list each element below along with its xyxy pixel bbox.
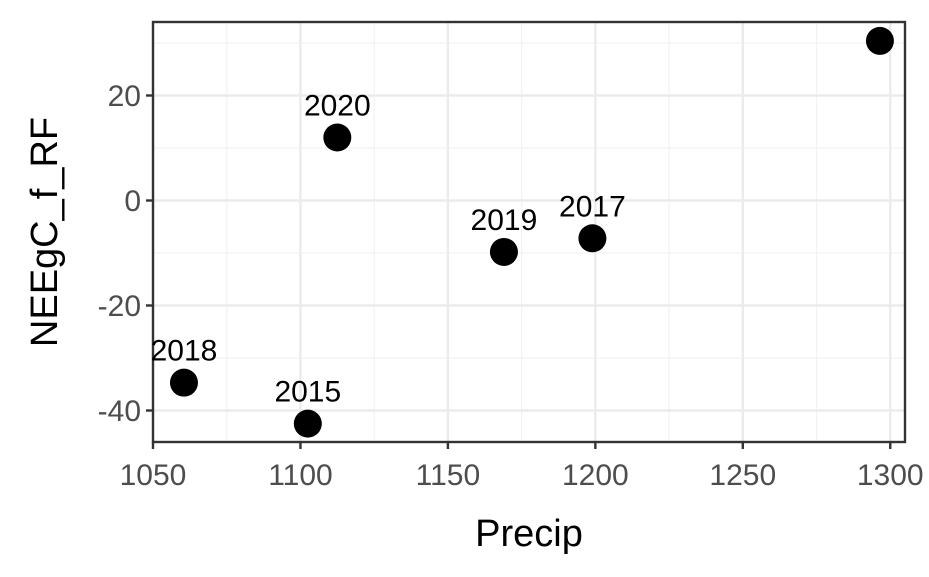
y-tick-label: 20 (108, 80, 141, 113)
data-point (169, 368, 198, 397)
data-point (865, 26, 894, 55)
y-tick-label: -20 (98, 290, 141, 323)
panel-border (151, 20, 907, 444)
x-axis-title: Precip (475, 513, 583, 555)
point-label: 2019 (471, 204, 538, 237)
point-label: 2020 (304, 90, 371, 123)
point-label: 2018 (151, 335, 218, 368)
point-label: 2015 (274, 376, 341, 409)
x-tick-labels: 1050 1100 1150 1200 1250 1300 (120, 459, 924, 492)
data-point (578, 224, 607, 253)
x-tick-label: 1300 (857, 459, 924, 492)
axis-ticks (146, 94, 892, 449)
y-tick-label: 0 (124, 185, 141, 218)
x-tick-label: 1050 (120, 459, 187, 492)
minor-gridlines (153, 22, 905, 442)
data-point (489, 237, 518, 266)
x-tick-label: 1150 (416, 459, 481, 492)
data-points (169, 26, 894, 438)
y-tick-labels: -40 -20 0 20 (98, 80, 141, 428)
point-labels: 2018 2015 2020 2019 2017 (151, 90, 626, 409)
y-tick-label: -40 (98, 395, 141, 428)
point-label: 2017 (559, 190, 626, 223)
x-tick-label: 1250 (709, 459, 776, 492)
x-tick-label: 1100 (268, 459, 333, 492)
data-point (323, 123, 352, 152)
y-axis-title: NEEgC_f_RF (24, 117, 66, 347)
x-tick-label: 1200 (562, 459, 629, 492)
data-point (293, 409, 322, 438)
